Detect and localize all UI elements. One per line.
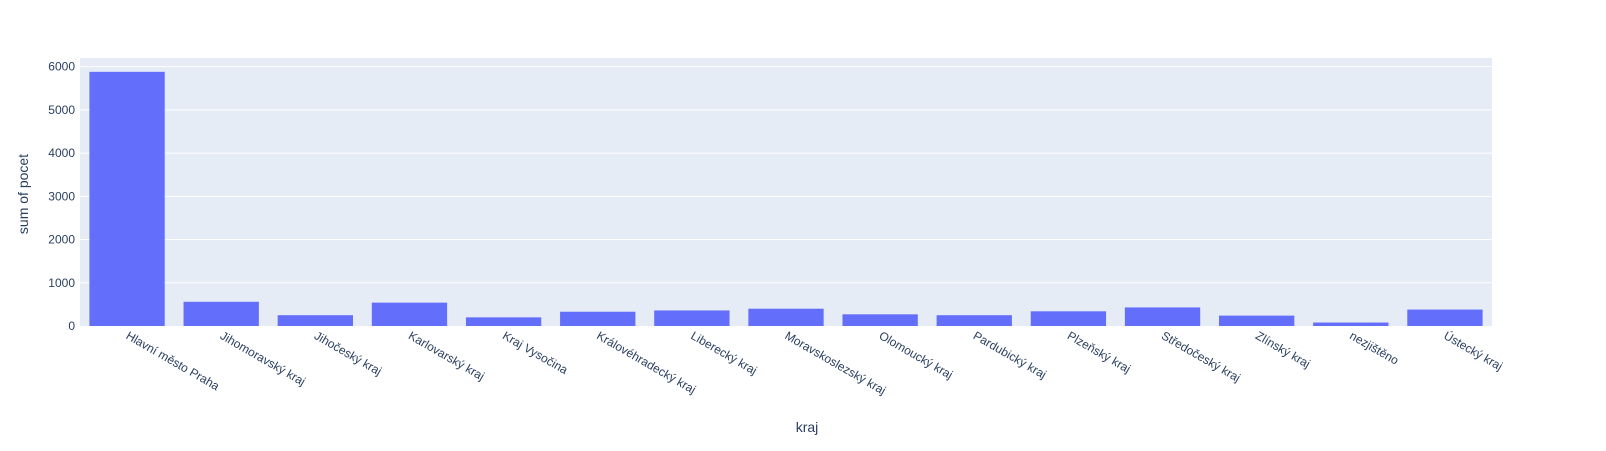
- bar: [936, 315, 1012, 326]
- y-tick-label: 6000: [48, 60, 75, 74]
- x-tick-label: Jihomoravský kraj: [218, 328, 308, 388]
- x-tick-label: Moravskoslezský kraj: [783, 328, 889, 397]
- bar: [748, 308, 824, 326]
- bar: [1313, 322, 1389, 326]
- x-tick-label: Liberecký kraj: [688, 328, 759, 377]
- x-tick-label: Středočeský kraj: [1159, 328, 1243, 384]
- bar: [560, 311, 636, 326]
- x-axis-title: kraj: [796, 419, 819, 435]
- bar: [371, 302, 448, 326]
- x-tick-label: Kraj Vysočina: [500, 328, 570, 377]
- x-tick-label: Ústecký kraj: [1441, 328, 1505, 374]
- x-tick-label: Pardubický kraj: [971, 328, 1049, 381]
- bar: [277, 315, 353, 326]
- x-tick-label: Zlínský kraj: [1253, 328, 1313, 370]
- bars: [89, 71, 1483, 326]
- x-tick-label: Karlovarský kraj: [406, 328, 487, 383]
- y-tick-label: 1000: [48, 276, 75, 290]
- bar: [1124, 307, 1201, 326]
- plot-background: [80, 58, 1492, 326]
- y-tick-label: 5000: [48, 103, 75, 117]
- bar: [1219, 315, 1295, 326]
- x-tick-label: Plzeňský kraj: [1065, 328, 1133, 375]
- x-tick-label: Královéhradecký kraj: [594, 328, 698, 396]
- x-tick-label: Olomoucký kraj: [877, 328, 956, 381]
- x-tick-label: Hlavní město Praha: [124, 328, 223, 393]
- y-tick-label: 3000: [48, 189, 75, 203]
- y-tick-label: 4000: [48, 146, 75, 160]
- bar: [842, 314, 918, 326]
- bar: [183, 301, 259, 326]
- y-axis-title: sum of pocet: [15, 154, 31, 234]
- bar: [1030, 311, 1107, 326]
- y-tick-label: 2000: [48, 233, 75, 247]
- bar: [1407, 309, 1483, 326]
- x-tick-label: Jihočeský kraj: [312, 328, 384, 378]
- x-tick-label: nezjištěno: [1347, 328, 1401, 367]
- gridlines: [80, 66, 1492, 284]
- y-axis-ticks: 0 1000 2000 3000 4000 5000 6000: [48, 60, 75, 333]
- bar: [89, 71, 165, 326]
- y-tick-label: 0: [68, 319, 75, 333]
- bar: [654, 310, 730, 326]
- bar: [465, 317, 542, 326]
